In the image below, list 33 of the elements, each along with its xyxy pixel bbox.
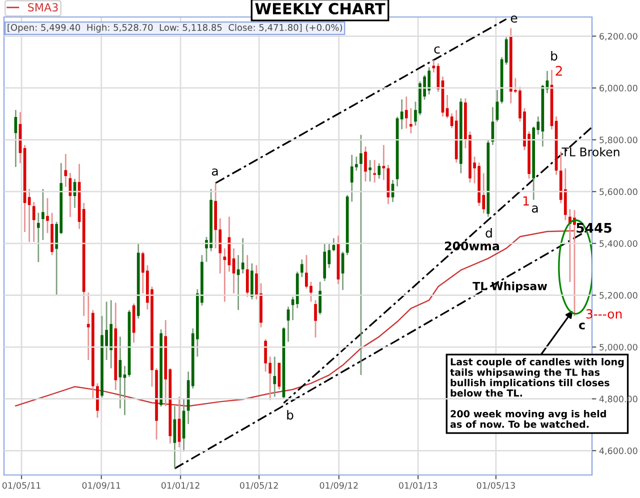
legend-label: SMA3 xyxy=(28,3,58,12)
annotation: b xyxy=(551,50,558,61)
y-tick-label: 5,600.00 xyxy=(600,188,638,196)
chart-title: WEEKLY CHART xyxy=(255,2,386,14)
annotation: [Open: 5,499.40 High: 5,528.70 Low: 5,118.85 Close: 5,471.80] (+0.0%) xyxy=(8,24,342,33)
annotation: c xyxy=(579,322,585,330)
annotation: Last couple of candles with long tails whipsawing the TL has bullish implications till closes below the TL. xyxy=(450,358,624,397)
y-tick-label: 6,200.00 xyxy=(600,33,638,41)
annotation: b xyxy=(287,410,294,420)
annotation: d xyxy=(486,228,492,238)
annotation: a xyxy=(532,205,538,213)
x-tick-label: 01/09/12 xyxy=(320,482,358,490)
y-tick-label: 5,200.00 xyxy=(600,292,638,300)
annotation: 3---on xyxy=(586,309,622,319)
x-tick-label: 01/05/11 xyxy=(2,482,40,490)
annotation: TL Whipsaw xyxy=(472,282,548,292)
x-tick-label: 01/01/12 xyxy=(161,482,200,490)
annotation: c xyxy=(434,46,440,54)
y-tick-label: 6,000.00 xyxy=(600,84,638,92)
annotation: 2 xyxy=(556,66,562,76)
y-tick-label: 4,600.00 xyxy=(599,447,638,455)
x-tick-label: 01/05/13 xyxy=(476,482,515,490)
x-tick-label: 01/05/12 xyxy=(240,482,278,490)
x-tick-label: 01/09/11 xyxy=(82,482,120,490)
y-tick-label: 5,400.00 xyxy=(600,240,638,248)
annotation: TL Broken xyxy=(562,147,620,156)
annotation: e xyxy=(510,15,518,23)
annotation: 200 week moving avg is held as of now. To be watched. xyxy=(450,410,606,428)
y-tick-label: 5,800.00 xyxy=(600,136,638,144)
annotation: 1 xyxy=(523,196,529,206)
annotation: a xyxy=(212,168,218,176)
y-tick-label: 5,000.00 xyxy=(600,344,638,352)
x-tick-label: 01/01/13 xyxy=(398,482,438,490)
